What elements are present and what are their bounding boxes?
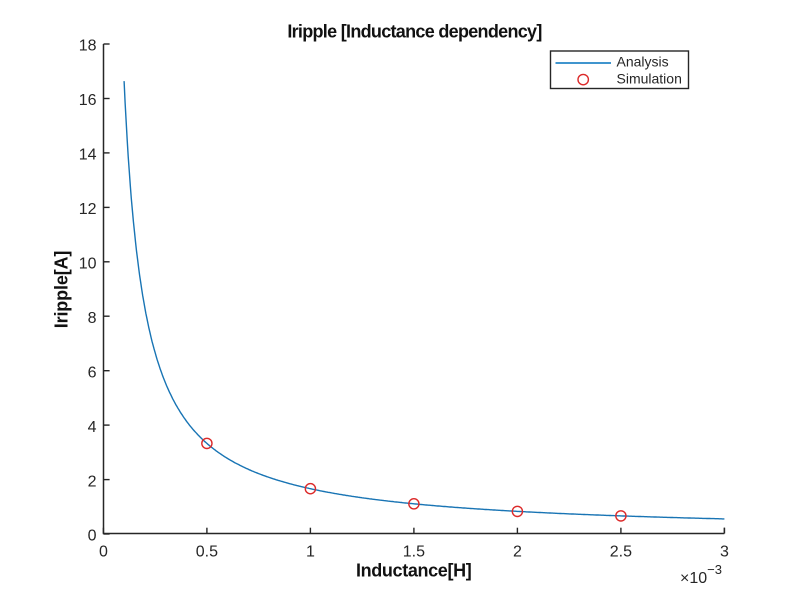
svg-text:Inductance[H]: Inductance[H]: [356, 560, 471, 580]
svg-text:12: 12: [79, 201, 97, 218]
svg-text:2: 2: [513, 544, 522, 561]
svg-text:Simulation: Simulation: [617, 71, 682, 87]
svg-text:0: 0: [99, 544, 108, 561]
svg-text:0.5: 0.5: [196, 544, 218, 561]
svg-text:1.5: 1.5: [403, 544, 425, 561]
svg-text:2.5: 2.5: [610, 544, 632, 561]
svg-text:1: 1: [306, 544, 315, 561]
svg-text:18: 18: [79, 38, 97, 55]
svg-text:Iripple [Inductance dependency: Iripple [Inductance dependency]: [287, 22, 541, 42]
svg-text:Analysis: Analysis: [617, 53, 669, 69]
svg-text:2: 2: [88, 473, 97, 490]
svg-text:8: 8: [88, 310, 97, 327]
svg-text:6: 6: [88, 364, 97, 381]
svg-text:Iripple[A]: Iripple[A]: [52, 251, 72, 329]
svg-text:0: 0: [88, 528, 97, 545]
svg-text:10: 10: [79, 256, 97, 273]
svg-text:3: 3: [720, 544, 729, 561]
svg-text:16: 16: [79, 92, 97, 109]
svg-text:4: 4: [88, 419, 97, 436]
svg-text:14: 14: [79, 147, 97, 164]
